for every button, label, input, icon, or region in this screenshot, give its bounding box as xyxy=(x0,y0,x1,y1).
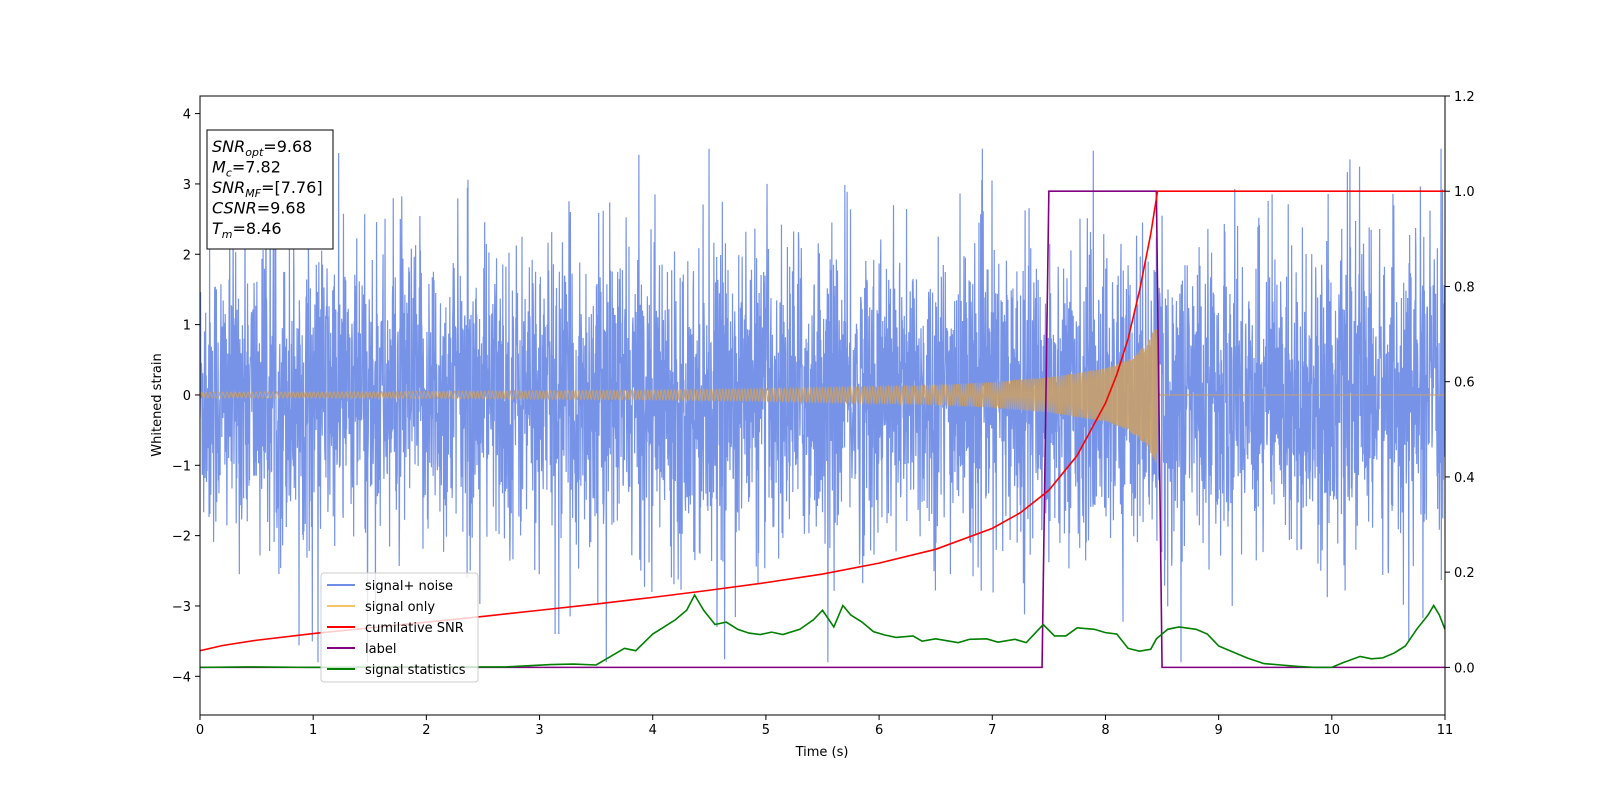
y-left-tick-label: 4 xyxy=(183,108,191,123)
y-right-tick-label: 0.8 xyxy=(1454,280,1475,295)
x-tick-label: 1 xyxy=(309,723,317,738)
series-signal-only xyxy=(200,328,1445,463)
legend-label: label xyxy=(365,642,396,657)
legend-label: signal+ noise xyxy=(365,579,453,594)
y-right-tick-label: 0.0 xyxy=(1454,661,1475,676)
annotation-line: SNRopt=9.68 xyxy=(212,137,312,159)
y-left-tick-label: −2 xyxy=(172,530,191,545)
y-right-tick-label: 0.6 xyxy=(1454,376,1475,391)
y-left-tick-label: −4 xyxy=(172,670,191,685)
annotation-frame xyxy=(206,129,334,250)
series-signal-noise xyxy=(200,148,1445,663)
y-right-tick-label: 1.2 xyxy=(1454,90,1475,105)
series-label xyxy=(200,190,1445,669)
annotation-line: SNRMF=[7.76] xyxy=(212,178,323,200)
axes-ticks: 0 1 2 3 4 5 6 7 8 9 10 1143210−1−2−3−41.21.00.80.60… xyxy=(172,90,1475,738)
annotation-line: Mc=7.82 xyxy=(212,158,281,180)
x-tick-label: 5 xyxy=(762,723,770,738)
x-tick-label: 2 xyxy=(422,723,430,738)
x-tick-label: 7 xyxy=(988,723,996,738)
y-left-tick-label: 2 xyxy=(183,248,191,263)
y-right-tick-label: 0.4 xyxy=(1454,471,1475,486)
legend-label: cumilative SNR xyxy=(365,621,464,636)
legend: signal+ noise signal only cumilative SNR la… xyxy=(320,572,479,683)
annotation-line: CSNR=9.68 xyxy=(212,199,306,218)
y-left-tick-label: 0 xyxy=(183,389,191,404)
plot-frame xyxy=(199,95,1446,716)
y-left-tick-label: 1 xyxy=(183,319,191,334)
x-tick-label: 10 xyxy=(1324,723,1341,738)
y-left-tick-label: −1 xyxy=(172,459,191,474)
y-right-tick-label: 0.2 xyxy=(1454,566,1475,581)
legend-label: signal only xyxy=(365,600,435,615)
x-tick-label: 4 xyxy=(649,723,657,738)
x-tick-label: 8 xyxy=(1101,723,1109,738)
x-tick-label: 0 xyxy=(196,723,204,738)
x-tick-label: 6 xyxy=(875,723,883,738)
y-axis-label: Whitened strain xyxy=(150,353,165,456)
x-axis-label: Time (s) xyxy=(795,745,849,760)
noise-line xyxy=(200,148,1445,663)
x-tick-label: 3 xyxy=(535,723,543,738)
x-tick-label: 9 xyxy=(1214,723,1222,738)
y-right-tick-label: 1.0 xyxy=(1454,185,1475,200)
series-signal-statistics xyxy=(200,593,1445,669)
signal-only-line xyxy=(200,328,1445,463)
y-left-tick-label: −3 xyxy=(172,600,191,615)
legend-label: signal statistics xyxy=(365,663,466,678)
annotation-box: SNRopt=9.68Mc=7.82SNRMF=[7.76]CSNR=9.68T… xyxy=(206,129,334,250)
annotation-line: Tm=8.46 xyxy=(212,219,282,241)
legend-frame xyxy=(320,572,479,683)
y-left-tick-label: 3 xyxy=(183,178,191,193)
x-tick-label: 11 xyxy=(1437,723,1454,738)
